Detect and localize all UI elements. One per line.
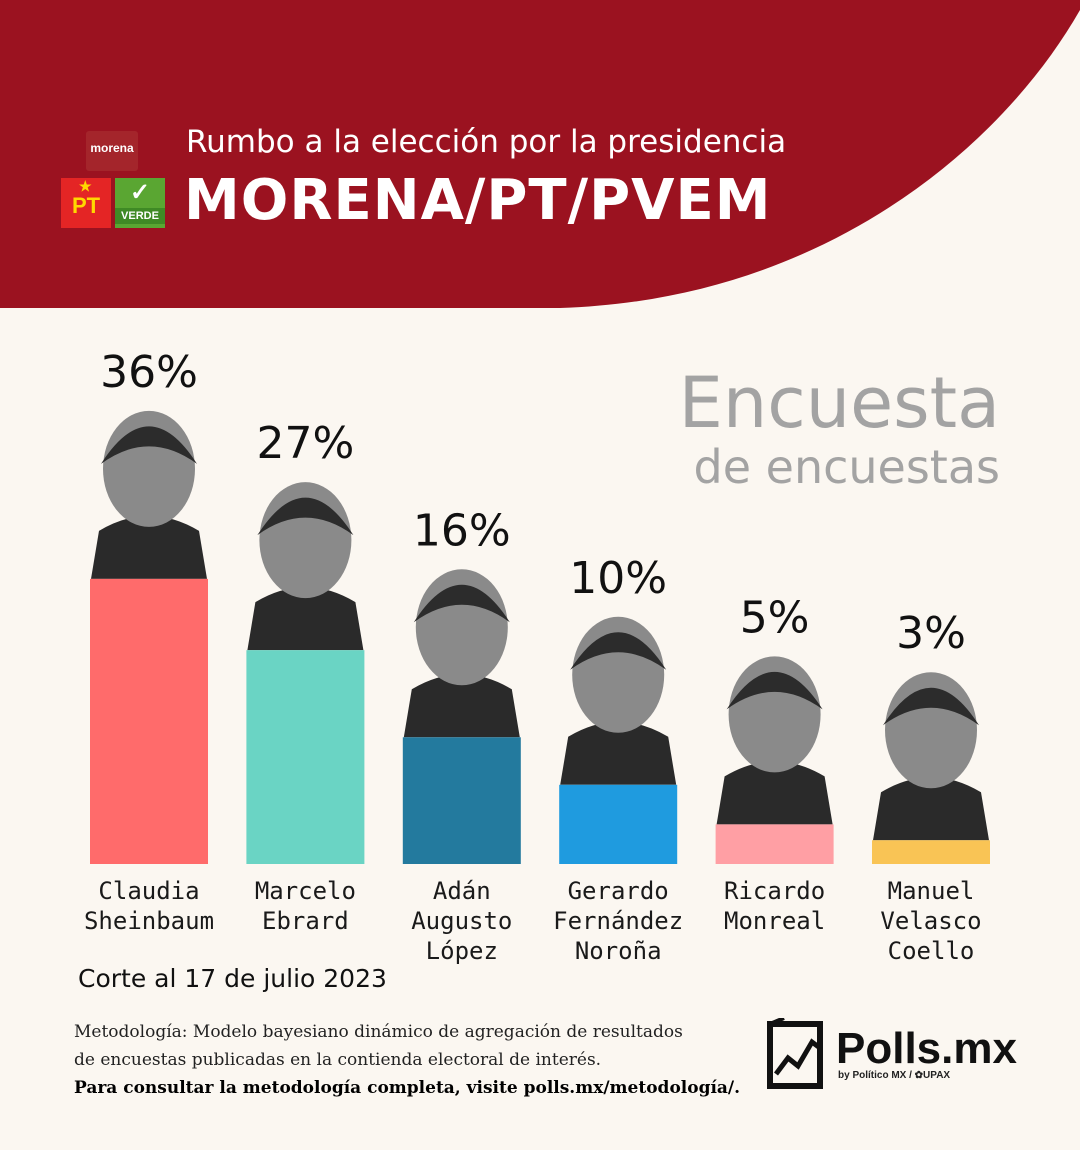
candidate-photo <box>716 656 833 825</box>
header-background <box>0 0 1080 308</box>
category-label: Marcelo Ebrard <box>254 877 356 935</box>
methodology-note: Metodología: Modelo bayesiano dinámico d… <box>74 1018 764 1102</box>
bar <box>402 737 521 864</box>
header-subtitle: Rumbo a la elección por la presidencia <box>186 124 787 160</box>
candidate-photo <box>873 672 989 841</box>
bar <box>246 650 365 864</box>
value-label: 36% <box>100 347 198 398</box>
value-label: 27% <box>257 418 355 469</box>
toucan-icon: ✓ <box>129 179 151 206</box>
value-label: 3% <box>896 608 966 659</box>
candidate-photo <box>91 410 207 579</box>
side-title-main: Encuesta <box>678 362 1000 444</box>
bar <box>559 784 678 864</box>
category-label: Adán Augusto López <box>411 877 513 965</box>
verde-logo-text: VERDE <box>115 208 165 224</box>
bar <box>90 578 208 864</box>
header-title: MORENA/PT/PVEM <box>184 168 772 233</box>
cutoff-date: Corte al 17 de julio 2023 <box>78 964 387 993</box>
candidate-photo <box>403 569 520 738</box>
bar <box>872 840 990 864</box>
value-label: 10% <box>569 553 667 604</box>
pt-logo-text: PT <box>71 193 101 218</box>
value-label: 5% <box>740 592 810 643</box>
verde-logo: ✓ VERDE <box>115 178 165 228</box>
candidate-photo <box>247 482 364 651</box>
methodology-line-2: de encuestas publicadas en la contienda … <box>74 1050 602 1070</box>
pt-logo: ★ PT <box>61 178 111 228</box>
morena-logo: morena <box>86 131 138 171</box>
star-icon: ★ <box>79 178 92 194</box>
category-label: Claudia Sheinbaum <box>83 877 215 935</box>
candidate-photo <box>560 616 677 785</box>
side-title-sub: de encuestas <box>693 440 1000 494</box>
methodology-line-1: Metodología: Modelo bayesiano dinámico d… <box>74 1022 683 1042</box>
methodology-link[interactable]: Para consultar la metodología completa, … <box>74 1078 741 1098</box>
value-label: 16% <box>413 505 511 556</box>
brand-name: Polls.mx <box>836 1024 1017 1073</box>
category-label: Gerardo Fernández Noroña <box>553 877 684 965</box>
polls-logo-icon <box>767 1018 823 1089</box>
brand-byline: by Político MX / ✿UPAX <box>838 1070 951 1081</box>
bar-chart: 36% 27% 16% 10% 5% 3% <box>90 347 990 864</box>
bar <box>715 824 834 864</box>
category-label: Manuel Velasco Coello <box>880 877 982 965</box>
category-label: Ricardo Monreal <box>724 877 826 935</box>
